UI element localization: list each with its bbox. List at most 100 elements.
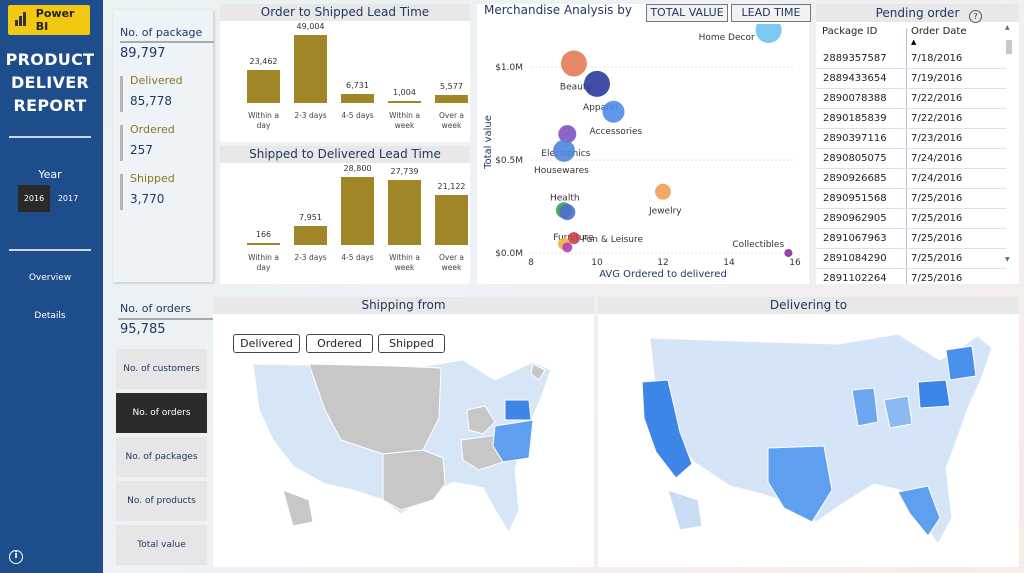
y-tick-label: $0.5M <box>495 156 523 166</box>
divider <box>118 318 214 320</box>
ordered-filter-button[interactable]: Ordered <box>306 334 373 353</box>
package-id-cell: 2890397116 <box>823 133 887 144</box>
table-row[interactable]: 2890078388 7/22/2016 <box>816 89 1006 109</box>
bar-0[interactable] <box>247 243 280 245</box>
info-icon[interactable]: i <box>9 550 23 564</box>
bar-category-label: Within a day <box>248 111 279 130</box>
y-tick-label: $0.0M <box>495 249 523 259</box>
total-value-button[interactable]: TOTAL VALUE <box>646 4 728 22</box>
merchandise-title: Merchandise Analysis by <box>484 3 632 17</box>
order-date-cell: 7/22/2016 <box>911 113 963 124</box>
map-title: Delivering to <box>598 297 1019 314</box>
shipped-value: 3,770 <box>130 192 165 206</box>
scroll-up-icon[interactable]: ▲ <box>1005 24 1010 31</box>
help-icon[interactable]: ? <box>969 10 982 23</box>
bar-1[interactable] <box>294 226 327 245</box>
power-bi-logo: Power BI <box>8 5 90 35</box>
bubble-label: Health <box>550 193 580 203</box>
table-row[interactable]: 2891102264 7/25/2016 <box>816 269 1006 284</box>
nav-details[interactable]: Details <box>34 311 66 321</box>
x-tick-label: 14 <box>723 258 735 268</box>
bar-2[interactable] <box>341 177 374 245</box>
metric-button-no-of-packages[interactable]: No. of packages <box>116 437 207 477</box>
sidebar: Power BI PRODUCT DELIVER REPORT Year 201… <box>0 0 103 573</box>
year-2017-button[interactable]: 2017 <box>57 194 79 203</box>
col-order-date[interactable]: Order Date <box>911 26 967 37</box>
shipped-filter-button[interactable]: Shipped <box>378 334 445 353</box>
bubble-electronics[interactable] <box>558 125 577 144</box>
package-kpi-card <box>113 10 213 282</box>
bubble-beauty[interactable] <box>560 50 587 77</box>
bubble-collectibles[interactable] <box>784 249 793 257</box>
package-id-cell: 2889433654 <box>823 73 887 84</box>
bar-category-label: 2-3 days <box>294 253 327 262</box>
x-tick-label: 10 <box>591 258 603 268</box>
metric-button-no-of-products[interactable]: No. of products <box>116 481 207 521</box>
shipped-label: Shipped <box>130 172 175 185</box>
metric-button-no-of-orders[interactable]: No. of orders <box>116 393 207 433</box>
us-map-delivering[interactable] <box>628 322 998 550</box>
lead-time-button[interactable]: LEAD TIME <box>731 4 811 22</box>
delivered-value: 85,778 <box>130 94 172 108</box>
table-row[interactable]: 2889433654 7/19/2016 <box>816 69 1006 89</box>
table-scrollbar[interactable]: ▲ ▼ <box>1004 24 1014 268</box>
y-tick-label: $1.0M <box>495 63 523 73</box>
pending-rows: 2889357587 7/18/2016 2889433654 7/19/2016 28… <box>816 49 1006 284</box>
year-2016-button[interactable]: 2016 <box>18 185 50 212</box>
bar-4[interactable] <box>435 195 468 245</box>
order-date-cell: 7/22/2016 <box>911 93 963 104</box>
bubble-apparel[interactable] <box>584 70 610 97</box>
bar-3[interactable] <box>388 179 421 245</box>
bubble-home-decor[interactable] <box>755 24 782 43</box>
metric-button-total-value[interactable]: Total value <box>116 525 207 565</box>
map-title: Shipping from <box>213 297 594 314</box>
scroll-down-icon[interactable]: ▼ <box>1005 256 1010 263</box>
bar-0[interactable] <box>247 70 280 103</box>
divider <box>120 41 214 43</box>
table-row[interactable]: 2890397116 7/23/2016 <box>816 129 1006 149</box>
bubble-item[interactable] <box>562 242 573 253</box>
table-row[interactable]: 2890926685 7/24/2016 <box>816 169 1006 189</box>
us-map-shipping[interactable] <box>233 350 573 540</box>
bubble-jewelry[interactable] <box>655 183 671 200</box>
nav-overview[interactable]: Overview <box>28 273 72 283</box>
delivered-filter-button[interactable]: Delivered <box>233 334 300 353</box>
bar-value-label: 1,004 <box>393 88 416 97</box>
bubble-label: Jewelry <box>648 207 682 217</box>
x-tick-label: 16 <box>789 258 801 268</box>
table-row[interactable]: 2891084290 7/25/2016 <box>816 249 1006 269</box>
bar-4[interactable] <box>435 95 468 103</box>
bubble-furniture[interactable] <box>559 204 576 221</box>
table-row[interactable]: 2889357587 7/18/2016 <box>816 49 1006 69</box>
metric-button-no-of-customers[interactable]: No. of customers <box>116 349 207 389</box>
bar-value-label: 23,462 <box>249 57 278 67</box>
table-row[interactable]: 2891067963 7/25/2016 <box>816 229 1006 249</box>
order-date-cell: 7/25/2016 <box>911 273 963 284</box>
bar-1[interactable] <box>294 35 327 103</box>
bubble-fun-leisure[interactable] <box>567 232 580 245</box>
bubble-label: Apparel <box>583 103 618 113</box>
scroll-thumb[interactable] <box>1006 40 1012 54</box>
kpi-marker <box>120 174 123 210</box>
chart-title: Order to Shipped Lead Time <box>220 4 470 21</box>
table-row[interactable]: 2890185839 7/22/2016 <box>816 109 1006 129</box>
package-id-cell: 2891067963 <box>823 233 887 244</box>
bubble-accessories[interactable] <box>602 100 625 123</box>
sort-asc-icon[interactable]: ▲ <box>911 38 917 46</box>
bar-category-label: Over a week <box>438 253 465 272</box>
order-date-cell: 7/25/2016 <box>911 233 963 244</box>
table-row[interactable]: 2890962905 7/25/2016 <box>816 209 1006 229</box>
bar-3[interactable] <box>388 101 421 103</box>
column-divider <box>906 28 907 284</box>
bar-category-label: 4-5 days <box>341 253 374 262</box>
table-row[interactable]: 2890805075 7/24/2016 <box>816 149 1006 169</box>
bubble-housewares[interactable] <box>553 139 575 162</box>
x-axis-label: AVG Ordered to delivered <box>599 269 727 280</box>
order-date-cell: 7/18/2016 <box>911 53 963 64</box>
table-row[interactable]: 2890951568 7/25/2016 <box>816 189 1006 209</box>
package-id-cell: 2890926685 <box>823 173 887 184</box>
col-package-id[interactable]: Package ID <box>822 26 878 37</box>
bar-2[interactable] <box>341 93 374 103</box>
package-id-cell: 2890185839 <box>823 113 887 124</box>
chart-title: Shipped to Delivered Lead Time <box>220 146 470 163</box>
